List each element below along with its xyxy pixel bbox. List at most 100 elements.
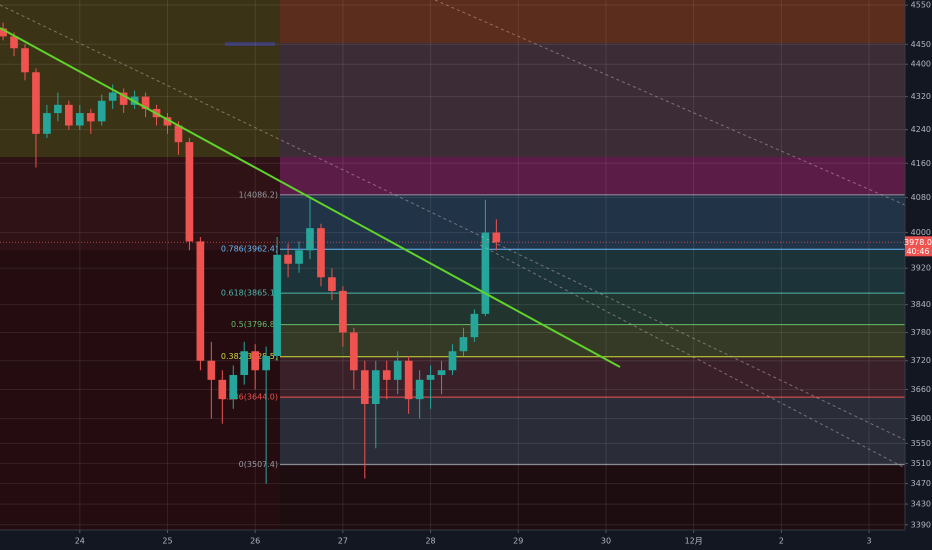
y-tick-label: 3840 [911, 300, 931, 309]
candle-body [306, 228, 314, 251]
fib-label: 1(4086.2) [239, 190, 278, 199]
y-tick-label: 3780 [911, 328, 931, 337]
candle-body [163, 117, 172, 126]
y-tick-label: 4240 [911, 125, 931, 134]
candle-body [207, 360, 216, 380]
zone [280, 157, 905, 195]
y-tick-label: 3600 [911, 414, 931, 423]
candle-body [54, 104, 62, 114]
y-tick-label: 4400 [911, 60, 931, 69]
y-tick-label: 3390 [911, 520, 931, 529]
candle-body [97, 100, 106, 122]
y-tick-label: 4160 [911, 159, 931, 168]
fib-label: 0.618(3865.1) [221, 289, 278, 298]
axis-layer: 4550 4450 4400 4320 4240 4160 4080 4000 3920 3840… [75, 1, 932, 546]
candle-body [141, 96, 150, 109]
y-tick-label: 3550 [911, 439, 931, 448]
candle-body [284, 254, 292, 264]
candle-body [240, 351, 249, 376]
x-tick-label: 3 [866, 537, 871, 546]
candle-body [459, 337, 468, 352]
candle-body [65, 104, 73, 126]
candle-body [229, 375, 238, 400]
dashed-line [0, 4, 906, 441]
candle-body [328, 277, 336, 291]
y-tick-label: 3470 [911, 479, 931, 488]
candle-body [371, 370, 380, 404]
fib-band [280, 194, 905, 250]
y-tick-label: 4320 [911, 92, 931, 101]
y-tick-label: 4000 [911, 228, 931, 237]
candle-body [393, 360, 402, 380]
x-tick-label: 25 [162, 537, 172, 546]
fib-layer: 1(4086.2) 0.786(3962.4) 0.618(3865.1) 0.5(3… [221, 190, 905, 469]
candle-body [174, 125, 183, 143]
candle-body [426, 375, 435, 380]
y-tick-label: 3510 [911, 459, 931, 468]
candle-body [108, 92, 117, 101]
candle-body [360, 370, 369, 404]
candle-body [251, 351, 260, 371]
candle-body [481, 232, 490, 314]
candle-body [119, 92, 128, 105]
candle-body [339, 290, 347, 333]
zone [225, 42, 275, 46]
last-price-label: 3978.0 [904, 238, 932, 247]
countdown: 40:46 [906, 247, 929, 256]
zone [0, 0, 280, 157]
candle-body [0, 28, 7, 37]
fib-label: 0.786(3962.4) [221, 245, 278, 254]
candle-body [262, 355, 270, 371]
candle-body [404, 360, 413, 400]
y-tick-label: 3660 [911, 385, 931, 394]
fib-band [280, 293, 905, 325]
candle-body [86, 113, 95, 122]
candle-body [448, 351, 457, 371]
y-tick-label: 4550 [911, 1, 931, 10]
trend-line [0, 27, 621, 368]
x-tick-label: 30 [601, 537, 611, 546]
candle-body [295, 250, 303, 264]
y-axis [905, 0, 932, 550]
y-tick-label: 4450 [911, 40, 931, 49]
candle-body [382, 370, 391, 380]
fib-label: 0(3507.4) [239, 460, 278, 469]
candle-body [21, 48, 29, 73]
zone [280, 465, 905, 530]
candle-body [218, 379, 227, 400]
candle-body [273, 254, 281, 356]
candle-body [470, 313, 479, 338]
last-price-tag [905, 236, 932, 257]
fib-label: 0.236(3644.0) [221, 393, 278, 402]
drawings [0, 0, 906, 469]
x-axis [0, 530, 905, 550]
candle-body [10, 36, 18, 49]
fib-band [280, 249, 905, 294]
candle-body [196, 241, 205, 361]
y-tick-label: 4080 [911, 193, 931, 202]
candle-body [415, 379, 424, 400]
fib-band [280, 397, 905, 465]
candle-body [185, 142, 194, 242]
x-tick-label: 2 [779, 537, 784, 546]
dashed-line [479, 244, 906, 469]
candle-body [492, 232, 501, 243]
x-tick-label: 29 [513, 537, 523, 546]
x-tick-label: 28 [425, 537, 435, 546]
candle-layer [0, 22, 905, 484]
candle-body [437, 370, 446, 376]
candle-body [317, 228, 325, 278]
x-tick-label: 24 [75, 537, 85, 546]
y-tick-label: 3720 [911, 356, 931, 365]
candle-body [32, 72, 40, 134]
y-tick-label: 3920 [911, 264, 931, 273]
candle-body [350, 332, 358, 371]
candle-body [43, 113, 51, 134]
x-tick-label: 27 [338, 537, 348, 546]
fib-label: 0.5(3796.8) [231, 320, 278, 329]
x-tick-label: 12月 [685, 537, 703, 546]
y-tick-label: 3430 [911, 500, 931, 509]
x-tick-label: 26 [250, 537, 260, 546]
candle-body [75, 113, 84, 126]
